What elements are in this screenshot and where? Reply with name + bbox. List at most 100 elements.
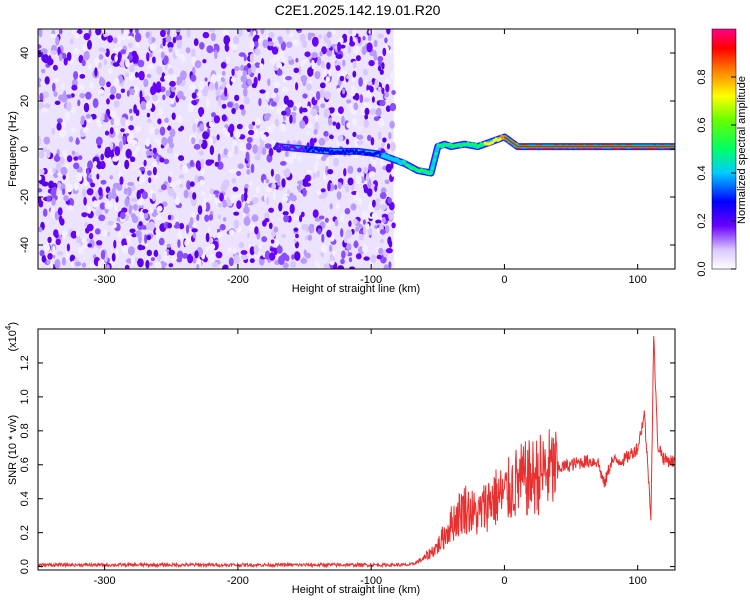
noise-speckle — [58, 127, 66, 138]
noise-speckle — [387, 236, 392, 246]
noise-speckle — [40, 48, 48, 55]
noise-speckle — [172, 36, 177, 44]
noise-speckle — [158, 237, 165, 246]
noise-speckle — [269, 58, 276, 66]
y-multiplier: (x104) — [4, 322, 19, 352]
noise-speckle — [41, 107, 48, 113]
noise-speckle — [350, 203, 357, 211]
noise-speckle — [324, 91, 332, 100]
noise-speckle — [347, 165, 354, 174]
noise-speckle — [290, 260, 297, 269]
noise-speckle — [224, 87, 228, 97]
noise-speckle — [262, 134, 267, 142]
noise-speckle — [160, 262, 168, 267]
noise-speckle — [75, 172, 83, 183]
signal-trace-point — [309, 146, 314, 150]
noise-speckle — [41, 181, 49, 187]
noise-speckle — [270, 101, 277, 107]
noise-speckle — [354, 92, 360, 101]
noise-speckle — [70, 38, 74, 45]
noise-speckle — [373, 116, 380, 122]
noise-speckle — [299, 120, 306, 129]
noise-speckle — [359, 94, 364, 104]
y-tick-label: 0.8 — [19, 423, 31, 438]
noise-speckle — [145, 101, 153, 110]
noise-speckle — [369, 171, 376, 177]
noise-speckle — [146, 234, 152, 241]
noise-speckle — [206, 45, 214, 54]
noise-speckle — [129, 115, 134, 121]
x-tick-label: -300 — [94, 575, 116, 587]
noise-speckle — [128, 88, 135, 95]
noise-speckle — [243, 87, 248, 98]
noise-speckle — [214, 161, 219, 167]
noise-speckle — [109, 175, 114, 180]
noise-speckle — [133, 54, 137, 65]
noise-speckle — [232, 247, 237, 255]
noise-speckle — [267, 44, 274, 51]
noise-speckle — [153, 208, 157, 215]
noise-speckle — [136, 190, 141, 200]
noise-speckle — [140, 100, 147, 111]
noise-speckle — [88, 232, 94, 240]
noise-speckle — [123, 29, 129, 36]
noise-speckle — [268, 207, 274, 213]
noise-speckle — [223, 179, 230, 188]
noise-speckle — [183, 189, 189, 199]
noise-speckle — [220, 61, 227, 69]
noise-speckle — [312, 209, 319, 219]
noise-speckle — [280, 41, 286, 51]
noise-speckle — [50, 189, 57, 197]
noise-speckle — [44, 243, 51, 252]
noise-speckle — [281, 56, 286, 65]
noise-speckle — [109, 141, 114, 151]
noise-speckle — [87, 62, 93, 70]
noise-speckle — [238, 52, 246, 57]
noise-speckle — [388, 261, 392, 269]
noise-speckle — [214, 49, 218, 60]
noise-speckle — [129, 108, 133, 114]
noise-speckle — [323, 108, 331, 118]
noise-speckle — [182, 253, 189, 259]
noise-speckle — [205, 232, 210, 243]
noise-speckle — [377, 131, 382, 140]
noise-speckle — [379, 192, 387, 200]
noise-speckle — [381, 254, 385, 264]
noise-speckle — [70, 56, 75, 65]
noise-speckle — [95, 209, 100, 217]
noise-speckle — [328, 68, 332, 77]
noise-speckle — [55, 238, 61, 246]
noise-speckle — [125, 58, 130, 68]
noise-speckle — [169, 99, 175, 105]
noise-speckle — [119, 176, 124, 185]
noise-speckle — [311, 52, 318, 59]
noise-speckle — [120, 128, 125, 133]
noise-speckle — [68, 136, 74, 143]
noise-speckle — [273, 81, 280, 89]
noise-speckle — [268, 31, 275, 39]
noise-speckle — [371, 96, 375, 103]
noise-speckle — [58, 29, 63, 35]
noise-speckle — [271, 46, 279, 55]
noise-speckle — [292, 115, 296, 124]
noise-speckle — [247, 232, 250, 239]
noise-speckle — [271, 123, 276, 130]
noise-speckle — [124, 197, 130, 207]
signal-trace-point — [377, 150, 381, 155]
noise-speckle — [191, 137, 196, 145]
noise-speckle — [80, 115, 86, 123]
noise-speckle — [76, 29, 83, 35]
noise-speckle — [372, 199, 376, 208]
noise-speckle — [128, 206, 132, 215]
noise-speckle — [145, 259, 150, 269]
noise-speckle — [239, 104, 245, 110]
signal-trace-point — [429, 171, 433, 175]
noise-speckle — [168, 67, 174, 75]
noise-speckle — [208, 137, 214, 147]
noise-speckle — [241, 193, 245, 203]
noise-speckle — [307, 67, 314, 77]
noise-speckle — [362, 225, 367, 235]
noise-speckle — [175, 34, 183, 42]
noise-speckle — [112, 182, 120, 189]
noise-speckle — [107, 191, 112, 201]
